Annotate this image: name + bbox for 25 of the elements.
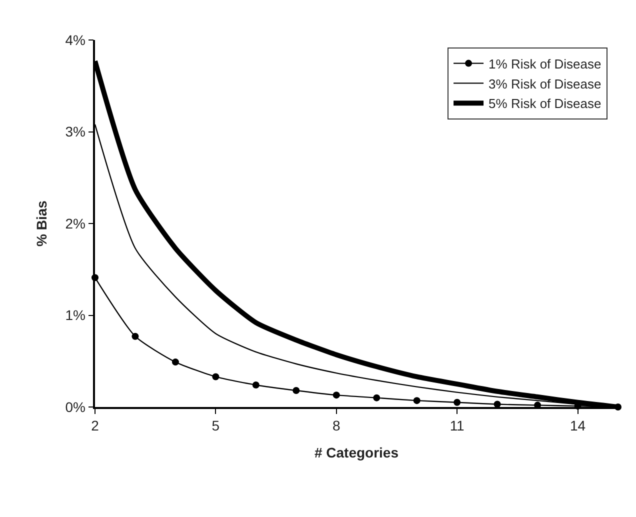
point <box>132 332 139 340</box>
y-tick-label: 2% <box>65 215 86 232</box>
legend-label: 1% Risk of Disease <box>488 56 602 72</box>
legend-label: 3% Risk of Disease <box>488 76 602 92</box>
point <box>252 381 260 388</box>
y-axis-title: % Bias <box>33 200 50 246</box>
point <box>413 397 420 404</box>
point <box>332 392 340 399</box>
y-tick-label: 3% <box>65 124 86 140</box>
x-tick-label: 2 <box>91 418 100 434</box>
y-tick-label: 1% <box>65 307 86 324</box>
y-tick-label: 4% <box>65 32 86 48</box>
x-tick-label: 11 <box>450 418 465 434</box>
point <box>212 373 220 380</box>
x-tick-label: 8 <box>332 418 340 434</box>
point <box>373 394 380 402</box>
point <box>172 358 179 366</box>
x-tick-label: 5 <box>212 418 220 434</box>
y-tick-label: 0% <box>65 398 86 415</box>
point <box>494 400 501 408</box>
legend-label: 5% Risk of Disease <box>488 96 602 112</box>
point <box>292 386 300 394</box>
point <box>454 398 461 406</box>
x-tick-label: 14 <box>570 418 586 434</box>
x-axis-title: # Categories <box>314 444 399 460</box>
